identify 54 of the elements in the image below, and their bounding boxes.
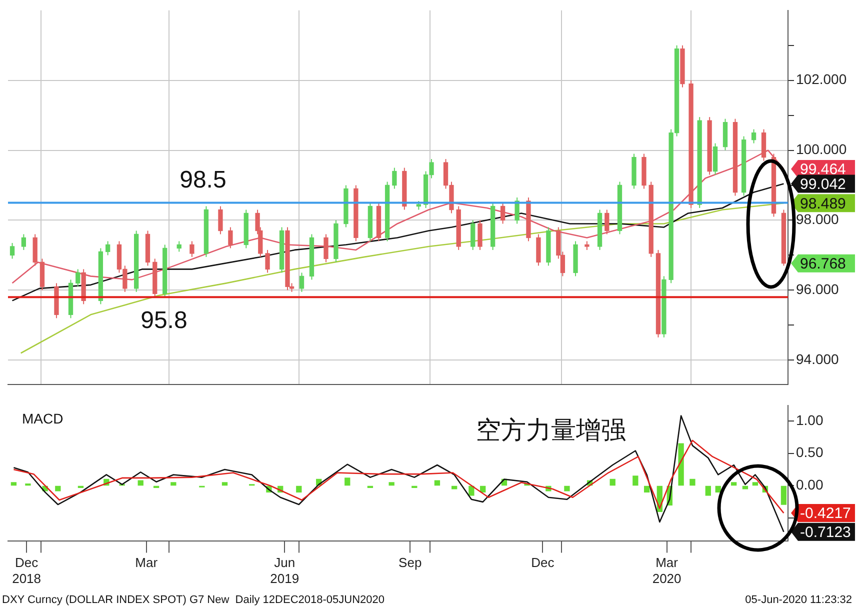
annotation: -0.4217 — [800, 505, 851, 522]
bar — [55, 486, 61, 492]
y-tick-label: 1.00 — [796, 412, 824, 428]
bar — [412, 486, 418, 488]
bar — [138, 480, 144, 486]
bar — [632, 476, 638, 486]
bar — [434, 480, 440, 486]
bar — [344, 478, 350, 486]
ref-line-label: 98.5 — [180, 166, 226, 194]
x-tick-label: Jun 2019 — [270, 555, 300, 586]
bar — [25, 483, 31, 486]
annotation: -0.7123 — [800, 524, 851, 542]
x-tick-label: Mar 2020 — [652, 555, 682, 586]
annotation: MACD — [22, 410, 64, 426]
bar — [644, 486, 650, 493]
annotation: 99.464 — [800, 161, 846, 178]
bar — [564, 486, 570, 492]
bar — [367, 486, 374, 488]
bar — [742, 486, 748, 490]
bar — [468, 486, 474, 496]
bar — [705, 486, 711, 496]
bar — [752, 482, 758, 486]
y-tick-label: 98.000 — [796, 211, 840, 228]
y-tick-label: 0.50 — [796, 444, 824, 460]
bar — [10, 482, 17, 486]
bar — [388, 482, 394, 486]
text: DXY Curncy (DOLLAR INDEX SPOT) G7 New Daily 12DEC2018-05JUN2020 — [2, 594, 384, 606]
ref-line-label: 95.8 — [140, 306, 188, 334]
y-tick-label: 102.000 — [796, 71, 847, 88]
x-tick-label: Sep — [398, 555, 422, 570]
bar — [296, 486, 302, 493]
bar — [451, 486, 458, 490]
bar — [170, 482, 176, 486]
y-tick-label: 0.00 — [796, 476, 824, 493]
bar — [222, 482, 228, 486]
x-tick-label: Dec — [531, 555, 555, 570]
annotation: 空方力量增强 — [476, 416, 626, 444]
bar — [690, 478, 696, 486]
bar — [78, 486, 84, 488]
y-tick-label: 100.000 — [796, 141, 847, 158]
annotation: 96.768 — [800, 255, 846, 272]
bar — [715, 486, 721, 493]
y-tick-label: 94.000 — [796, 350, 840, 367]
y-tick-label: 96.000 — [796, 281, 840, 298]
annotation: 99.042 — [800, 176, 846, 193]
bar — [153, 486, 160, 488]
text: 05-Jun-2020 11:23:32 — [745, 594, 852, 606]
x-tick-label: Mar — [135, 555, 158, 570]
bar — [780, 486, 787, 505]
bar — [678, 443, 684, 486]
bar — [610, 478, 616, 486]
annotation: 98.489 — [800, 195, 846, 212]
x-tick-label: Dec 2018 — [12, 555, 41, 586]
bar — [730, 482, 737, 486]
